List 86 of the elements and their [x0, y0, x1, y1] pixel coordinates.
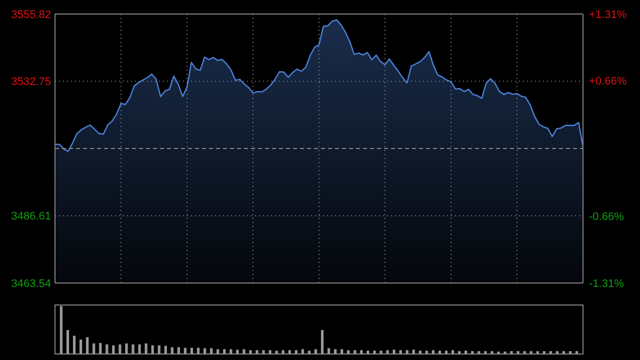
bar [151, 345, 154, 354]
y2-tick-label: +1.31% [589, 8, 627, 21]
bar [86, 337, 89, 354]
bar [347, 350, 350, 354]
bar [334, 349, 337, 354]
bar [516, 351, 520, 354]
y2-tick-label: -0.66% [589, 211, 624, 224]
bar [164, 346, 167, 354]
bar [478, 351, 480, 354]
bar [132, 344, 134, 354]
bar [262, 350, 265, 354]
bar [327, 348, 330, 354]
bar [425, 350, 428, 354]
bar [170, 347, 174, 354]
bar [523, 351, 526, 354]
bar [556, 351, 559, 354]
y2-tick-label: -1.31% [589, 278, 624, 290]
bar [451, 350, 454, 354]
bar [314, 349, 318, 354]
bar [177, 347, 180, 354]
y-tick-label: 3463.54 [11, 278, 51, 290]
bar [236, 350, 239, 354]
bar [386, 350, 389, 354]
bar [360, 350, 363, 354]
bar [392, 350, 396, 354]
bar [418, 350, 422, 354]
bar [92, 343, 96, 354]
bar [340, 349, 344, 354]
bar [562, 351, 566, 354]
bar [184, 348, 187, 354]
bar [320, 330, 324, 354]
bar [373, 350, 376, 354]
bar [471, 351, 474, 354]
bar [242, 349, 246, 354]
bar [190, 348, 194, 354]
bar [138, 344, 141, 354]
bar [438, 350, 442, 354]
bar [72, 336, 76, 354]
bar [354, 350, 356, 354]
bar [399, 350, 402, 354]
bar [203, 348, 206, 354]
bar [490, 351, 494, 354]
bar [275, 350, 278, 354]
bar [223, 349, 226, 354]
bar [158, 345, 160, 354]
bar [196, 348, 200, 354]
bar [144, 343, 148, 354]
bar [106, 344, 108, 354]
bar [282, 350, 284, 354]
bar [118, 344, 122, 354]
bar [484, 351, 487, 354]
bar [66, 330, 70, 354]
bar [308, 350, 311, 354]
bar [530, 351, 532, 354]
bar [268, 350, 272, 354]
bar [288, 350, 291, 354]
bar [256, 350, 258, 354]
bar [536, 351, 539, 354]
y2-tick-label: +0.66% [589, 76, 627, 88]
bar [432, 350, 435, 354]
bar [464, 350, 468, 354]
bar [301, 349, 304, 354]
y-tick-label: 3532.75 [11, 76, 51, 88]
bar [210, 348, 213, 354]
bar [406, 350, 408, 354]
bar [249, 350, 252, 354]
bar [79, 340, 82, 354]
bar [380, 350, 382, 354]
bar [444, 350, 448, 354]
bar [412, 350, 415, 354]
bar [294, 350, 298, 354]
bar [549, 351, 552, 354]
bar [99, 342, 102, 354]
bar [458, 351, 461, 354]
bar [366, 350, 370, 354]
y-tick-label: 3486.61 [11, 210, 51, 223]
bar [216, 349, 220, 354]
bar [510, 351, 513, 354]
bar [575, 351, 578, 354]
bar [112, 345, 115, 354]
bar [125, 343, 128, 354]
bar [568, 351, 572, 354]
y-tick-label: 3555.82 [11, 8, 51, 21]
bar [230, 349, 232, 354]
bar [60, 306, 63, 354]
bar [542, 351, 546, 354]
